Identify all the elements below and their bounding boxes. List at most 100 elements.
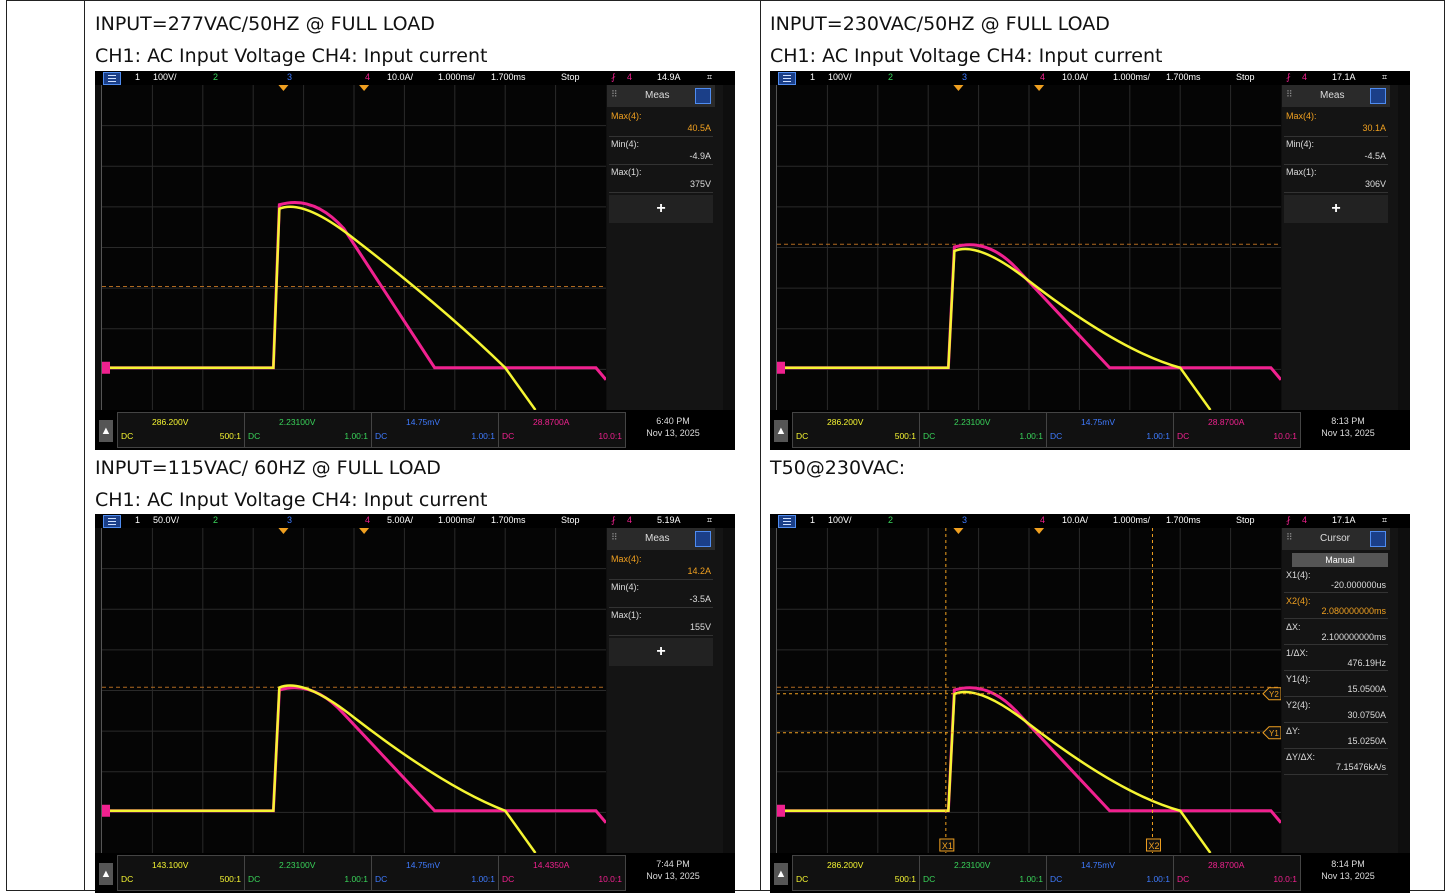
channel-1-readout[interactable]: 286.200V DC 500:1 — [792, 412, 920, 448]
channel-3-readout[interactable]: 14.75mV DC 1.00:1 — [371, 412, 499, 448]
panel-menu-icon[interactable] — [695, 531, 711, 547]
table-border-right — [1444, 0, 1445, 891]
timestamp: 8:14 PM Nov 13, 2025 — [1298, 858, 1398, 882]
cursor-readout-name: Y2(4): — [1286, 700, 1311, 710]
trigger-position-marker — [1034, 85, 1045, 91]
channel-4-label: 4 — [365, 515, 371, 525]
channel-2-label: 2 — [213, 72, 219, 82]
measurement-value: -3.5A — [689, 594, 711, 604]
add-measurement-button[interactable]: + — [609, 195, 713, 223]
channel-value: 2.23100V — [279, 417, 316, 427]
menu-icon[interactable] — [103, 515, 121, 528]
drag-handle-icon: ⠿ — [611, 532, 618, 542]
channel-4-ground-marker — [777, 361, 785, 374]
channel-1-label: 1 — [810, 72, 816, 82]
channel-value: 14.4350A — [533, 860, 570, 870]
expand-arrow-icon[interactable]: ▲ — [774, 863, 788, 885]
channel-2-label: 2 — [888, 72, 894, 82]
waveform-svg — [102, 528, 606, 853]
fullscreen-icon: ⌗ — [707, 72, 713, 82]
trigger-icon: ⨏ — [611, 515, 616, 525]
channel-3-readout[interactable]: 14.75mV DC 1.00:1 — [371, 855, 499, 891]
channel-2-readout[interactable]: 2.23100V DC 1.00:1 — [244, 412, 372, 448]
measurement-row: Min(4): -4.9A — [609, 137, 713, 165]
add-measurement-button[interactable]: + — [1284, 195, 1388, 223]
scope-status-bar: 1 100V/2 3 4 10.0A/1.000ms/1.700ms Stop ⨏ 4 17.1… — [770, 71, 1410, 85]
cursor-x2-handle[interactable] — [1145, 838, 1161, 852]
cursor-x2-label: X2 — [1148, 841, 1159, 851]
table-border-mid — [760, 0, 761, 891]
cursor-x1-handle[interactable] — [939, 838, 955, 852]
measurement-name: Min(4): — [611, 582, 640, 592]
panel-header: ⠿ Meas — [607, 528, 715, 550]
delay-readout: 1.700ms — [491, 72, 526, 82]
channel-coupling: DC — [502, 874, 515, 884]
channel-value: 143.100V — [152, 860, 189, 870]
panel-menu-icon[interactable] — [1370, 531, 1386, 547]
channel-value: 14.75mV — [406, 860, 441, 870]
cursor-readout-name: ΔY: — [1286, 726, 1301, 736]
cursor-readout-value: 2.080000000ms — [1321, 606, 1386, 616]
measurement-name: Max(1): — [611, 610, 642, 620]
caption-channels-115vac: CH1: AC Input Voltage CH4: Input current — [95, 489, 488, 511]
run-state: Stop — [561, 72, 580, 82]
measurement-row: Max(1): 155V — [609, 608, 713, 636]
measurement-name: Min(4): — [611, 139, 640, 149]
measurement-name: Max(1): — [1286, 167, 1317, 177]
measurement-name: Max(4): — [611, 554, 642, 564]
trigger-channel: 4 — [1302, 515, 1308, 525]
cursor-readout-name: 1/ΔX: — [1286, 648, 1309, 658]
add-measurement-button[interactable]: + — [609, 638, 713, 666]
expand-arrow-icon[interactable]: ▲ — [99, 863, 113, 885]
channel-3-readout[interactable]: 14.75mV DC 1.00:1 — [1046, 855, 1174, 891]
channel-coupling: DC — [923, 431, 936, 441]
expand-arrow-icon[interactable]: ▲ — [99, 420, 113, 442]
panel-menu-icon[interactable] — [695, 88, 711, 104]
channel-1-readout[interactable]: 286.200V DC 500:1 — [117, 412, 245, 448]
cursor-readout-row: ΔY/ΔX: 7.15476kA/s — [1284, 751, 1388, 775]
trigger-icon: ⨏ — [1286, 515, 1291, 525]
panel-title: Meas — [1320, 90, 1345, 101]
timestamp: 8:13 PM Nov 13, 2025 — [1298, 415, 1398, 439]
expand-arrow-icon[interactable]: ▲ — [774, 420, 788, 442]
channel-probe-ratio: 500:1 — [894, 874, 916, 884]
channel-1-readout[interactable]: 143.100V DC 500:1 — [117, 855, 245, 891]
channel-2-readout[interactable]: 2.23100V DC 1.00:1 — [244, 855, 372, 891]
channel-probe-ratio: 1.00:1 — [344, 874, 368, 884]
channel-2-readout[interactable]: 2.23100V DC 1.00:1 — [919, 412, 1047, 448]
trigger-position-marker — [359, 85, 370, 91]
menu-icon[interactable] — [103, 72, 121, 85]
channel-4-readout[interactable]: 14.4350A DC 10.0:1 — [498, 855, 626, 891]
channel-1-readout[interactable]: 286.200V DC 500:1 — [792, 855, 920, 891]
cursor-mode-button[interactable]: Manual — [1292, 553, 1388, 567]
drag-handle-icon: ⠿ — [611, 89, 618, 99]
channel-coupling: DC — [796, 874, 809, 884]
channel-1-voltage-trace — [777, 690, 1212, 853]
caption-channels-230vac: CH1: AC Input Voltage CH4: Input current — [770, 45, 1163, 67]
cursor-y2-handle[interactable] — [1262, 687, 1281, 701]
timebase-readout: 1.000ms/ — [1113, 72, 1151, 82]
cursor-readout-value: 7.15476kA/s — [1335, 762, 1386, 772]
menu-icon[interactable] — [778, 72, 796, 85]
channel-3-label: 3 — [962, 72, 968, 82]
channel-4-readout[interactable]: 28.8700A DC 10.0:1 — [498, 412, 626, 448]
caption-title-277vac: INPUT=277VAC/50HZ @ FULL LOAD — [95, 13, 435, 35]
measurement-value: 30.1A — [1362, 123, 1386, 133]
waveform-svg — [102, 85, 606, 410]
channel-coupling: DC — [248, 431, 261, 441]
channel-coupling: DC — [796, 431, 809, 441]
channel-2-readout[interactable]: 2.23100V DC 1.00:1 — [919, 855, 1047, 891]
caption-title-115vac: INPUT=115VAC/ 60HZ @ FULL LOAD — [95, 457, 441, 479]
cursor-readout-value: 30.0750A — [1347, 710, 1386, 720]
measurement-panel: ⠿ Meas Max(4): 40.5A Min(4): -4.9A Max(1): 375V… — [607, 85, 723, 410]
menu-icon[interactable] — [778, 515, 796, 528]
channel-4-readout[interactable]: 28.8700A DC 10.0:1 — [1173, 412, 1301, 448]
channel-3-label: 3 — [287, 515, 293, 525]
table-border-left — [6, 0, 7, 891]
trigger-position-marker — [953, 85, 964, 91]
channel-3-readout[interactable]: 14.75mV DC 1.00:1 — [1046, 412, 1174, 448]
cursor-y1-handle[interactable] — [1262, 726, 1281, 740]
channel-4-readout[interactable]: 28.8700A DC 10.0:1 — [1173, 855, 1301, 891]
timestamp-time: 7:44 PM — [656, 859, 690, 869]
panel-menu-icon[interactable] — [1370, 88, 1386, 104]
